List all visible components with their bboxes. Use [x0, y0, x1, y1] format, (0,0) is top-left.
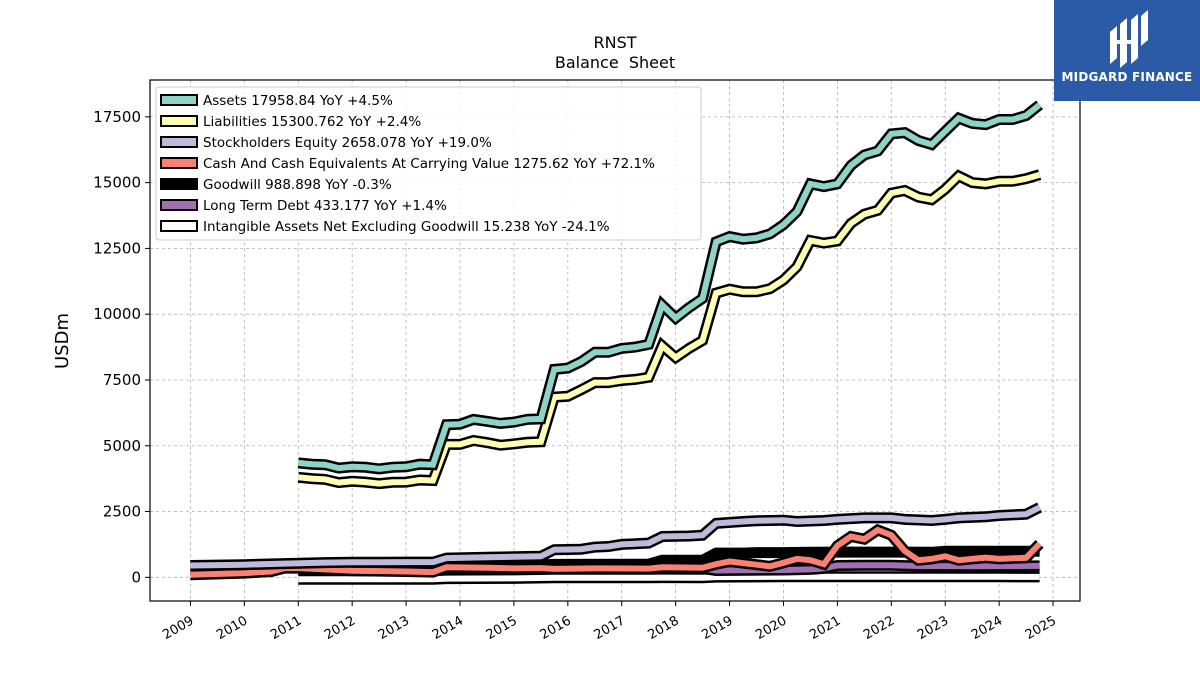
series-line-fill	[190, 504, 1041, 569]
plot-frame	[149, 79, 1081, 602]
legend-swatch	[160, 157, 198, 169]
y-tick-label: 17500	[93, 108, 141, 126]
x-tick-label: 2018	[645, 613, 681, 643]
brand-logo-icon	[1110, 10, 1148, 68]
y-tick-label: 0	[131, 568, 141, 586]
x-tick-label: 2016	[538, 613, 574, 643]
legend-item: Intangible Assets Net Excluding Goodwill…	[160, 219, 610, 235]
legend-item: Assets 17958.84 YoY +4.5%	[160, 93, 393, 109]
legend-label: Cash And Cash Equivalents At Carrying Va…	[203, 156, 655, 172]
series-line	[190, 502, 1043, 571]
series-line-fill	[298, 573, 1040, 583]
series-line-fill	[190, 526, 1042, 578]
series-line	[298, 571, 1040, 585]
x-tick-label: 2013	[376, 613, 412, 643]
legend-swatch	[160, 199, 198, 211]
x-tick-label: 2012	[322, 613, 358, 643]
legend-label: Intangible Assets Net Excluding Goodwill…	[203, 219, 610, 235]
brand-logo: MIDGARD FINANCE	[1054, 0, 1200, 101]
series-line	[297, 100, 1044, 475]
x-tick-label: 2021	[807, 613, 843, 643]
x-tick-label: 2011	[268, 613, 304, 643]
y-tick-label: 7500	[103, 371, 141, 389]
x-tick-label: 2014	[430, 613, 466, 643]
x-tick-label: 2020	[753, 613, 789, 643]
x-tick-label: 2015	[484, 613, 520, 643]
legend-swatch	[160, 136, 198, 148]
legend-swatch	[160, 220, 198, 232]
x-tick-label: 2010	[214, 613, 250, 643]
legend-swatch	[160, 94, 198, 106]
brand-name: MIDGARD FINANCE	[1061, 70, 1193, 84]
series-line	[297, 169, 1042, 490]
y-tick-label: 5000	[103, 437, 141, 455]
legend-item: Cash And Cash Equivalents At Carrying Va…	[160, 156, 655, 172]
y-tick-label: 15000	[93, 174, 141, 192]
series-line-fill	[298, 102, 1042, 472]
chart-subtitle: Balance Sheet	[555, 53, 675, 72]
legend-item: Stockholders Equity 2658.078 YoY +19.0%	[160, 135, 492, 151]
legend-swatch	[160, 178, 198, 190]
y-tick-label: 2500	[103, 503, 141, 521]
series-line	[190, 523, 1044, 581]
legend-label: Long Term Debt 433.177 YoY +1.4%	[203, 198, 447, 214]
legend: Assets 17958.84 YoY +4.5% Liabilities 153…	[155, 86, 702, 241]
x-tick-label: 2019	[699, 613, 735, 643]
series-layer	[190, 100, 1044, 585]
legend-label: Assets 17958.84 YoY +4.5%	[203, 93, 393, 109]
legend-box	[155, 86, 702, 241]
x-tick-label: 2025	[1023, 613, 1059, 643]
x-tick-label: 2024	[969, 613, 1005, 643]
legend-item: Liabilities 15300.762 YoY +2.4%	[160, 114, 421, 130]
y-axis-label: USDm	[52, 313, 73, 369]
x-tick-label: 2017	[592, 613, 628, 643]
chart-title: RNST	[593, 33, 636, 52]
x-tick-label: 2022	[861, 613, 897, 643]
legend-swatch	[160, 115, 198, 127]
x-tick-label: 2009	[160, 613, 196, 643]
y-tick-label: 10000	[93, 305, 141, 323]
legend-label: Stockholders Equity 2658.078 YoY +19.0%	[203, 135, 492, 151]
x-tick-label: 2023	[915, 613, 951, 643]
legend-label: Liabilities 15300.762 YoY +2.4%	[203, 114, 421, 130]
legend-label: Goodwill 988.898 YoY -0.3%	[203, 177, 392, 193]
series-line-fill	[298, 171, 1041, 487]
legend-item: Long Term Debt 433.177 YoY +1.4%	[160, 198, 447, 214]
legend-item: Goodwill 988.898 YoY -0.3%	[160, 177, 392, 193]
y-tick-label: 12500	[93, 239, 141, 257]
